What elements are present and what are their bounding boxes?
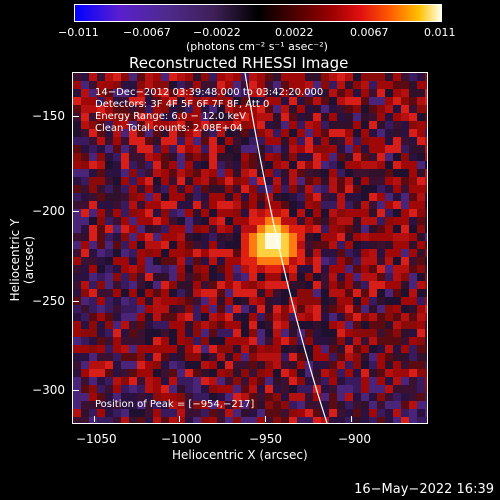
peak-position: Position of Peak = [−954,−217] <box>95 399 255 410</box>
colorbar-tick-label: −0.0022 <box>193 26 241 39</box>
y-axis-label: Heliocentric Y (arcsec) <box>8 218 36 302</box>
colorbar-units: (photons cm⁻² s⁻¹ asec⁻²) <box>186 40 328 53</box>
footer-date: 16−May−2022 16:39 <box>354 482 494 497</box>
heatmap-image <box>73 73 427 423</box>
obs-time: 14−Dec−2012 03:39:48.000 to 03:42:20.000 <box>95 87 324 98</box>
colorbar-tick-label: 0.0022 <box>275 26 314 39</box>
colorbar <box>74 4 442 22</box>
clean-counts: Clean Total counts: 2.08E+04 <box>95 123 243 134</box>
y-tick-label: −200 <box>32 204 65 218</box>
y-tick-label: −150 <box>32 109 65 123</box>
detectors: Detectors: 3F 4F 5F 6F 7F 8F, Att 0 <box>95 99 270 110</box>
image-plot: 14−Dec−2012 03:39:48.000 to 03:42:20.000… <box>72 72 428 424</box>
x-tick-label: −1000 <box>161 432 202 446</box>
plot-title: Reconstructed RHESSI Image <box>129 54 349 72</box>
x-axis-label: Heliocentric X (arcsec) <box>172 448 308 462</box>
y-tick-label: −250 <box>32 294 65 308</box>
y-tick-label: −300 <box>32 383 65 397</box>
x-tick-label: −950 <box>249 432 282 446</box>
x-tick-label: −1050 <box>76 432 117 446</box>
colorbar-tick-label: −0.011 <box>58 26 99 39</box>
solar-limb-line <box>244 73 328 423</box>
colorbar-tick-label: −0.0067 <box>123 26 171 39</box>
energy-range: Energy Range: 6.0 − 12.0 keV <box>95 111 246 122</box>
colorbar-tick-label: 0.0067 <box>350 26 389 39</box>
x-tick-label: −900 <box>338 432 371 446</box>
colorbar-tick-label: 0.011 <box>424 26 456 39</box>
